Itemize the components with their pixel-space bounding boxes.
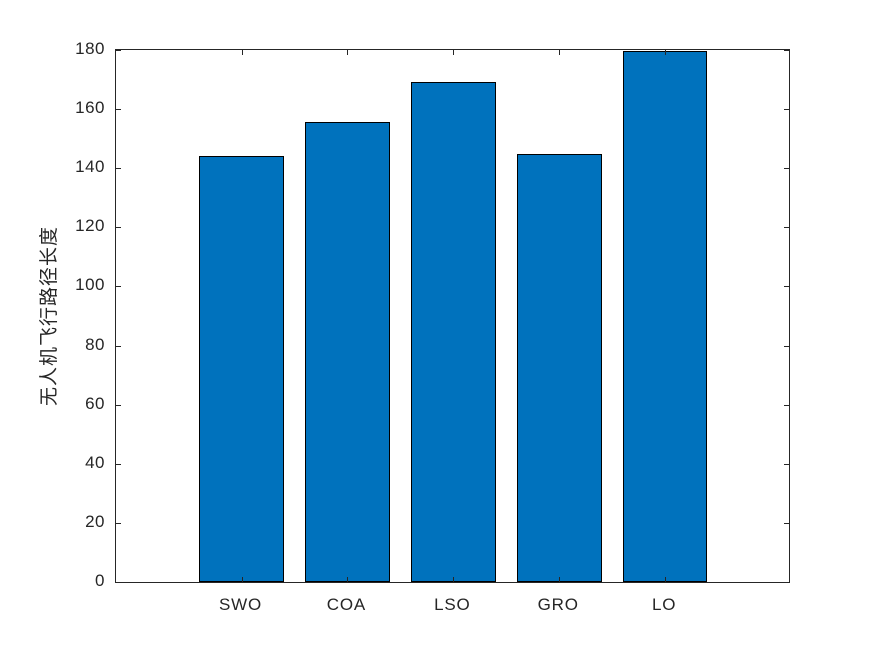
y-tick-label: 100 <box>75 275 105 295</box>
y-tick-mark <box>116 286 121 288</box>
x-tick-label: GRO <box>537 595 579 614</box>
bar-gro <box>516 154 602 582</box>
bar-coa <box>305 122 390 582</box>
y-tick-mark <box>784 522 789 524</box>
y-tick-mark <box>116 168 121 170</box>
y-tick-mark <box>116 50 121 51</box>
y-tick-mark <box>116 463 121 465</box>
y-tick-label: 40 <box>85 452 105 472</box>
x-tick-label: COA <box>326 595 367 614</box>
y-tick-mark <box>116 582 121 583</box>
y-tick-mark <box>784 582 789 583</box>
y-tick-label: 80 <box>85 334 105 354</box>
x-tick-label: LSO <box>434 595 471 614</box>
y-tick-label: 160 <box>75 98 105 118</box>
x-tick-mark <box>241 577 243 582</box>
x-tick-label: LO <box>651 595 677 614</box>
y-tick-label: 0 <box>95 571 105 590</box>
x-tick-mark <box>665 50 667 55</box>
y-tick-label: 60 <box>85 393 105 413</box>
y-tick-label: 120 <box>75 216 105 236</box>
bar-lo <box>622 50 708 582</box>
y-tick-mark <box>116 109 121 111</box>
x-tick-mark <box>559 50 561 55</box>
y-tick-mark <box>784 50 789 51</box>
x-tick-mark <box>665 577 667 582</box>
x-tick-mark <box>559 577 561 582</box>
bar-swo <box>199 156 284 582</box>
y-tick-mark <box>116 227 121 229</box>
y-tick-mark <box>784 227 789 229</box>
x-tick-mark <box>453 50 455 55</box>
y-tick-mark <box>784 286 789 288</box>
plot-area <box>115 49 790 583</box>
y-tick-label: 140 <box>75 157 105 177</box>
x-tick-mark <box>453 577 455 582</box>
x-tick-label: SWO <box>218 595 262 614</box>
x-tick-mark <box>241 50 243 55</box>
y-tick-mark <box>784 168 789 170</box>
y-tick-mark <box>784 463 789 465</box>
y-tick-mark <box>116 404 121 406</box>
y-tick-mark <box>784 404 789 406</box>
bar-lso <box>410 81 496 582</box>
y-tick-mark <box>784 345 789 347</box>
y-tick-label: 180 <box>75 39 105 58</box>
y-tick-mark <box>116 345 121 347</box>
y-tick-mark <box>784 109 789 111</box>
y-tick-label: 20 <box>85 511 105 531</box>
x-tick-mark <box>347 577 349 582</box>
y-tick-mark <box>116 522 121 524</box>
x-tick-mark <box>347 50 349 55</box>
